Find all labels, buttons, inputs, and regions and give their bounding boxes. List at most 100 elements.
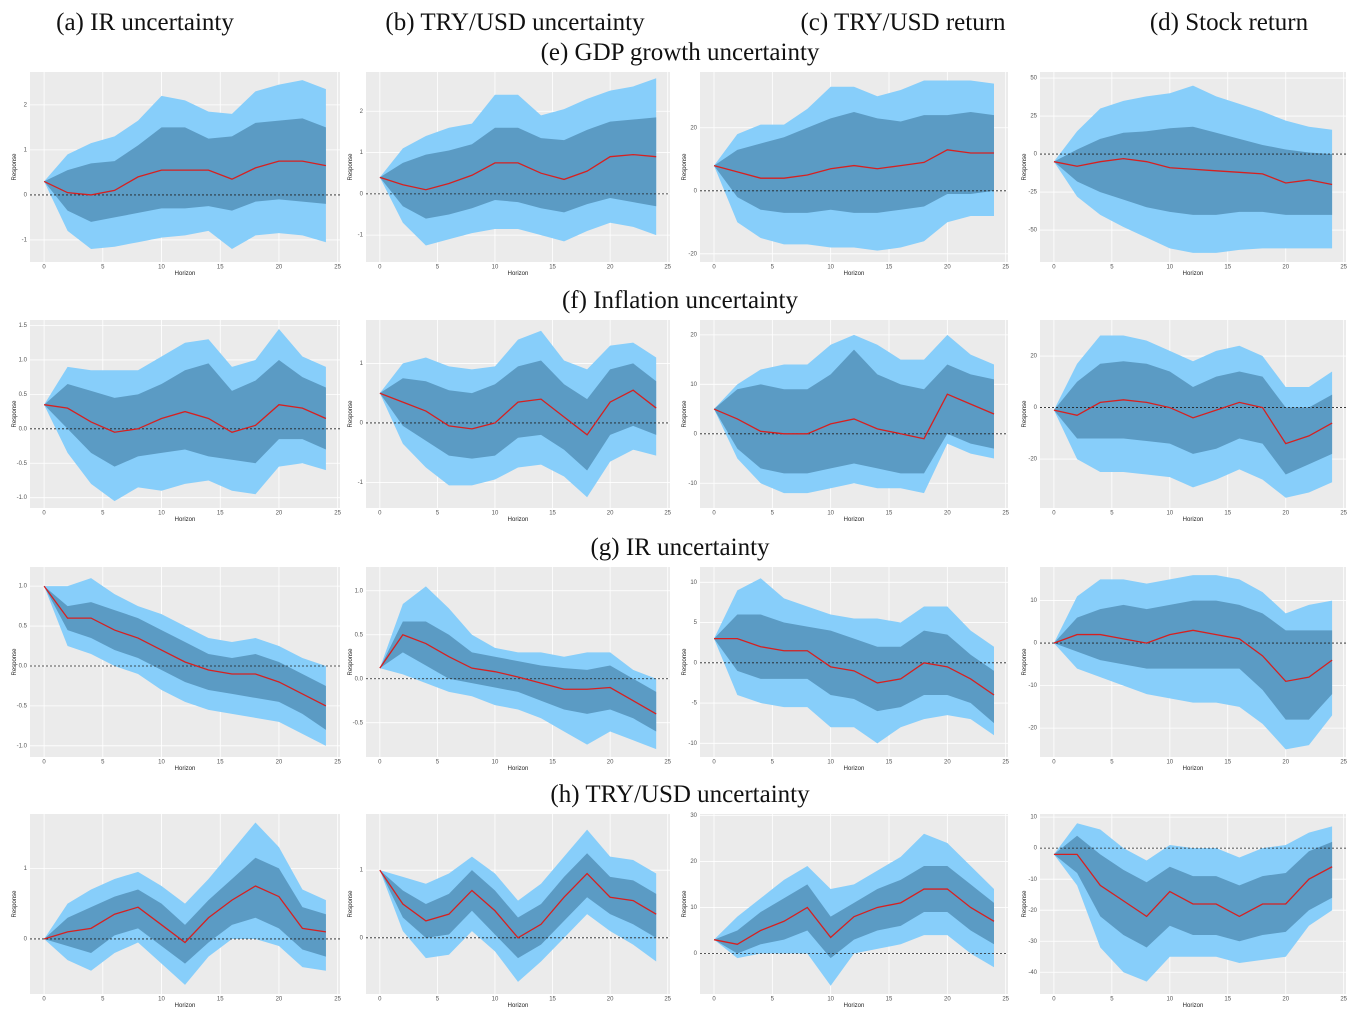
y-tick-label: 0 (24, 937, 28, 943)
x-tick-label: 10 (827, 265, 834, 271)
x-tick-label: 15 (549, 997, 556, 1003)
y-tick-label: -1 (358, 233, 364, 239)
x-tick-label: 10 (492, 997, 499, 1003)
y-tick-label: 0.0 (355, 676, 364, 682)
x-tick-label: 25 (1340, 265, 1347, 271)
y-tick-label: 1.0 (19, 358, 28, 364)
panel: -1.0 -0.5 0.0 0.5 1.0 1.5 0 5 10 15 20 25 Horizon Res… (12, 320, 342, 523)
median-line (43, 585, 327, 707)
x-tick-label: 25 (334, 760, 341, 766)
y-axis-label: Response (1022, 153, 1028, 181)
x-tick-label: 0 (42, 265, 46, 271)
x-tick-label: 15 (217, 760, 224, 766)
band-68 (44, 359, 326, 467)
x-tick-label: 15 (886, 265, 893, 271)
y-tick-label: 1 (360, 150, 364, 156)
x-tick-label: 25 (1340, 760, 1347, 766)
x-tick-label: 20 (276, 511, 283, 517)
x-tick-label: 5 (771, 997, 775, 1003)
x-tick-label: 25 (664, 997, 671, 1003)
y-tick-label: 10 (690, 382, 697, 388)
x-tick-label: 5 (101, 997, 105, 1003)
band-68 (44, 586, 326, 730)
x-tick-label: 15 (1224, 997, 1231, 1003)
panel: -40 -30 -20 -10 0 10 0 5 10 15 20 25 Horizon Response (1022, 814, 1348, 1009)
y-tick-label: 1 (24, 866, 28, 872)
y-axis-label: Response (348, 890, 354, 918)
x-axis-label: Horizon (1183, 766, 1204, 772)
row-heading: (h) TRY/USD uncertainty (550, 781, 810, 808)
y-tick-label: 0 (694, 951, 698, 957)
y-axis-label: Response (682, 890, 688, 918)
panel: -0.5 0.0 0.5 1.0 0 5 10 15 20 25 Horizon Response (348, 567, 672, 772)
x-tick-label: 25 (1002, 997, 1009, 1003)
median-line (379, 869, 657, 939)
y-tick-label: -20 (1028, 726, 1037, 732)
y-tick-label: 1.0 (355, 588, 364, 594)
band-68 (379, 360, 657, 471)
x-tick-label: 10 (1166, 265, 1173, 271)
y-tick-label: 20 (690, 125, 697, 131)
x-tick-label: 0 (712, 511, 716, 517)
y-tick-label: -5 (692, 701, 698, 707)
x-tick-label: 5 (1110, 265, 1114, 271)
x-axis-label: Horizon (508, 517, 529, 523)
y-tick-label: -1 (22, 238, 28, 244)
x-axis-label: Horizon (175, 1003, 196, 1009)
y-tick-label: 1.5 (19, 323, 28, 329)
x-tick-label: 5 (771, 760, 775, 766)
column-heading: (a) IR uncertainty (56, 9, 234, 36)
y-tick-label: -0.5 (353, 720, 364, 726)
x-tick-label: 25 (1340, 997, 1347, 1003)
x-tick-label: 10 (827, 511, 834, 517)
y-tick-label: -25 (1028, 190, 1037, 196)
y-tick-label: 50 (1030, 76, 1037, 82)
median-line (1053, 853, 1333, 918)
x-tick-label: 15 (549, 265, 556, 271)
y-tick-label: 0 (24, 192, 28, 198)
y-axis-label: Response (12, 400, 18, 428)
y-tick-label: 0 (694, 431, 698, 437)
x-tick-label: 10 (1166, 997, 1173, 1003)
band-68 (44, 857, 326, 964)
row-heading: (e) GDP growth uncertainty (541, 39, 820, 66)
x-tick-label: 5 (436, 265, 440, 271)
x-tick-label: 10 (158, 760, 165, 766)
x-tick-label: 15 (1224, 265, 1231, 271)
x-axis-label: Horizon (175, 766, 196, 772)
median-line (43, 885, 327, 944)
x-tick-label: 10 (492, 511, 499, 517)
y-tick-label: 5 (694, 620, 698, 626)
y-tick-label: -50 (1028, 228, 1037, 234)
x-tick-label: 5 (1110, 511, 1114, 517)
y-tick-label: -1.0 (17, 495, 28, 501)
y-tick-label: 10 (690, 580, 697, 586)
x-tick-label: 20 (276, 760, 283, 766)
x-tick-label: 0 (42, 760, 46, 766)
y-tick-label: -30 (1028, 939, 1037, 945)
x-tick-label: 20 (1282, 265, 1289, 271)
x-tick-label: 20 (944, 511, 951, 517)
x-tick-label: 0 (1052, 997, 1056, 1003)
median-line (1053, 629, 1333, 683)
x-axis-label: Horizon (508, 271, 529, 277)
x-tick-label: 15 (1224, 760, 1231, 766)
y-tick-label: 1.0 (19, 584, 28, 590)
band-68 (714, 349, 994, 474)
x-tick-label: 0 (1052, 511, 1056, 517)
x-tick-label: 0 (378, 997, 382, 1003)
x-tick-label: 5 (101, 760, 105, 766)
y-tick-label: -10 (1028, 683, 1037, 689)
x-tick-label: 5 (101, 511, 105, 517)
x-tick-label: 10 (1166, 511, 1173, 517)
panel: -20 0 20 0 5 10 15 20 25 Horizon Response (1022, 320, 1348, 523)
panel: -50 -25 0 25 50 0 5 10 15 20 25 Horizon Response (1022, 72, 1348, 277)
x-axis-label: Horizon (844, 1003, 865, 1009)
y-tick-label: 0.0 (19, 426, 28, 432)
x-tick-label: 0 (712, 760, 716, 766)
column-heading: (d) Stock return (1150, 9, 1309, 36)
x-axis-label: Horizon (175, 271, 196, 277)
x-tick-label: 20 (607, 265, 614, 271)
x-tick-label: 20 (607, 997, 614, 1003)
